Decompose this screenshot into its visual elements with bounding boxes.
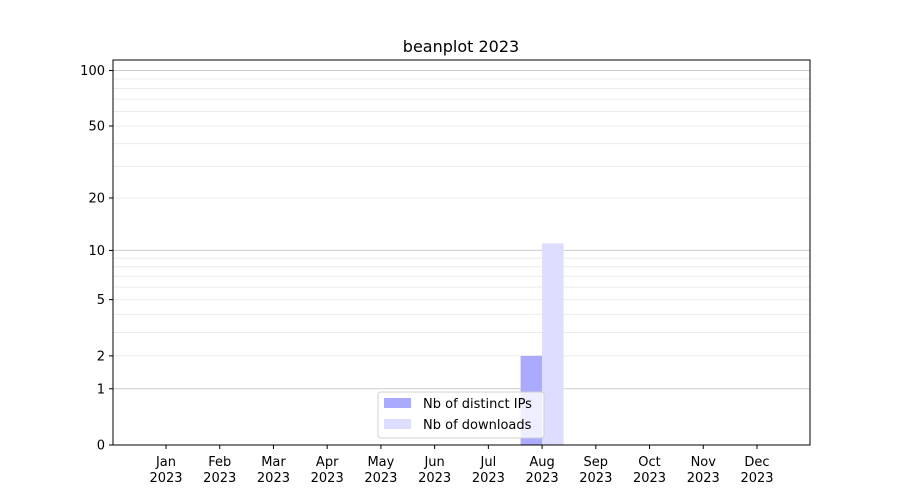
- x-tick-label-year: 2023: [311, 471, 344, 486]
- x-tick-label-year: 2023: [633, 471, 666, 486]
- x-tick-label-year: 2023: [740, 471, 773, 486]
- x-tick-label: Mar: [261, 455, 286, 470]
- y-tick-label: 2: [97, 349, 105, 364]
- legend-label: Nb of distinct IPs: [423, 397, 532, 412]
- y-tick-label: 100: [80, 64, 105, 79]
- legend-label: Nb of downloads: [423, 418, 532, 433]
- y-tick-label: 1: [97, 382, 105, 397]
- legend-swatch: [384, 398, 411, 408]
- legend-box: [377, 391, 545, 439]
- x-tick-label-year: 2023: [472, 471, 505, 486]
- x-tick-label-year: 2023: [687, 471, 720, 486]
- legend: Nb of distinct IPs Nb of downloads: [377, 391, 545, 439]
- plot-frame: [112, 59, 811, 446]
- x-tick-label: Oct: [638, 455, 660, 470]
- x-tick-label-year: 2023: [149, 471, 182, 486]
- x-tick-label-year: 2023: [257, 471, 290, 486]
- x-tick-label-year: 2023: [364, 471, 397, 486]
- x-tick-label: Jun: [423, 455, 444, 470]
- x-tick-label: Feb: [208, 455, 231, 470]
- x-tick-label-year: 2023: [579, 471, 612, 486]
- y-tick-label: 10: [88, 244, 105, 259]
- x-tick-label: Jan: [155, 455, 176, 470]
- x-tick-label: Jul: [480, 455, 497, 470]
- x-tick-label: Nov: [691, 455, 717, 470]
- legend-swatch: [384, 419, 411, 429]
- x-tick-label: Aug: [529, 455, 554, 470]
- x-tick-label: Sep: [584, 455, 609, 470]
- x-tick-label-year: 2023: [526, 471, 559, 486]
- x-tick-label: May: [367, 455, 394, 470]
- x-tick-label-year: 2023: [418, 471, 451, 486]
- y-tick-label: 50: [88, 119, 105, 134]
- x-tick-label: Dec: [744, 455, 769, 470]
- y-tick-label: 0: [97, 439, 105, 454]
- x-tick-label-year: 2023: [203, 471, 236, 486]
- y-tick-label: 20: [88, 191, 105, 206]
- y-tick-label: 5: [97, 293, 105, 308]
- chart-title: beanplot 2023: [403, 37, 519, 56]
- x-tick-label: Apr: [316, 455, 339, 470]
- bar-downloads: [542, 243, 564, 445]
